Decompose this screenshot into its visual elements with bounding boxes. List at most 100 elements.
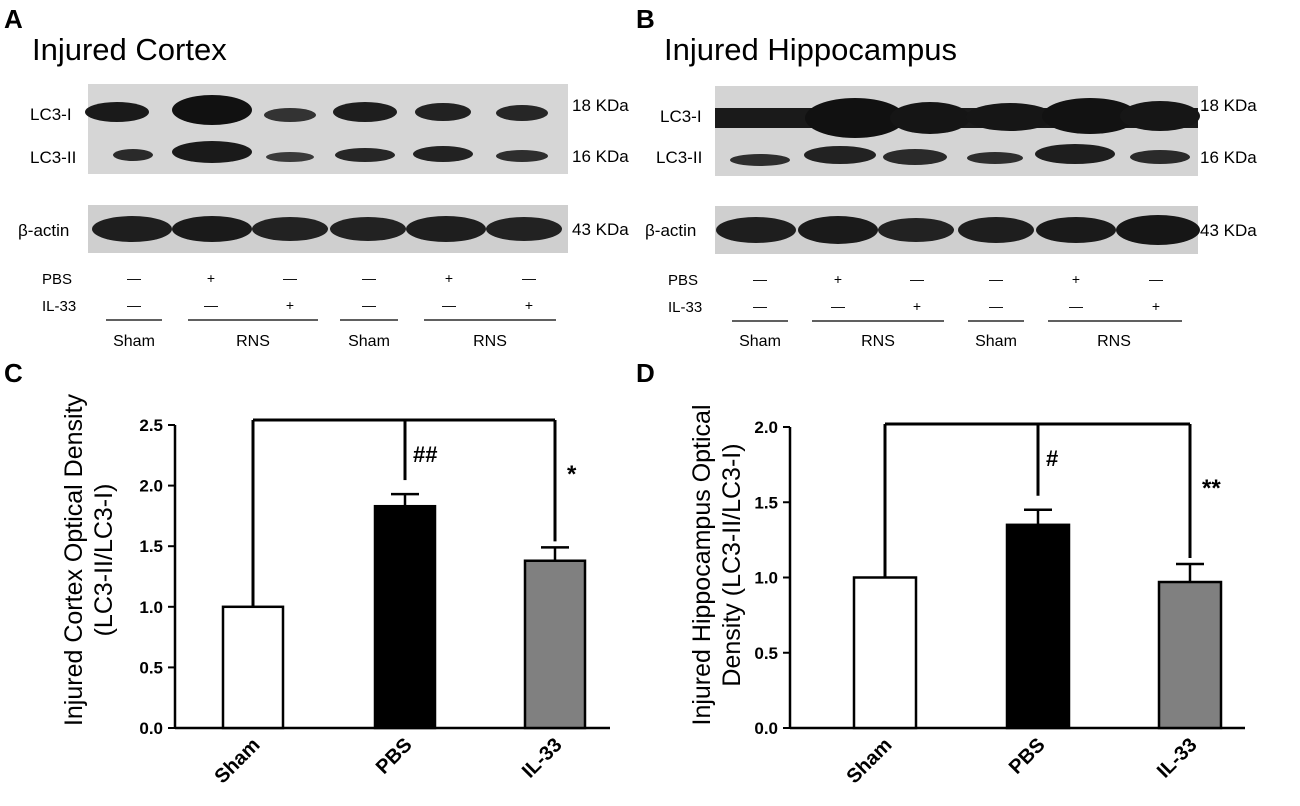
x-tick-label: PBS (372, 734, 417, 779)
size-label-16: 16 KDa (1200, 148, 1257, 167)
blot-b-lc3 (715, 86, 1200, 176)
il33-mark: — (831, 298, 845, 314)
bar-il-33 (1157, 580, 1223, 730)
il33-mark: — (442, 297, 456, 313)
bar-pbs (1005, 523, 1071, 730)
pbs-mark: + (1072, 271, 1080, 287)
row-label-il33: IL-33 (668, 299, 702, 316)
size-label-18: 18 KDa (1200, 96, 1257, 115)
treatment-marks-b: — + — — + — — — + — — + (753, 271, 1163, 314)
il33-mark: — (127, 297, 141, 313)
pbs-mark: + (834, 271, 842, 287)
group-labels-b: Sham RNS Sham RNS (739, 333, 1131, 350)
panel-a-letter: A (4, 4, 23, 34)
y-axis-label-line: Density (LC3-II/LC3-I) (718, 443, 746, 686)
pbs-mark: — (1149, 271, 1163, 287)
band-label-lc3-ii: LC3-II (656, 148, 702, 167)
panel-c-letter: C (4, 358, 23, 388)
band-label-actin: β-actin (645, 221, 696, 240)
group-labels-a: Sham RNS Sham RNS (113, 333, 507, 350)
y-tick-label: 1.0 (139, 598, 163, 617)
significance-label: ** (1202, 475, 1221, 502)
row-label-pbs: PBS (42, 271, 72, 288)
y-tick-label: 1.0 (754, 569, 778, 588)
pbs-mark: — (989, 271, 1003, 287)
size-label-43: 43 KDa (572, 220, 629, 239)
chart-c: 0.0 0.5 1.0 1.5 2.0 2.5 Sham PBS IL-33 ## * Injured… (60, 393, 610, 788)
group-label: RNS (236, 333, 270, 350)
y-tick-label: 1.5 (139, 537, 163, 556)
il33-mark: — (204, 297, 218, 313)
pbs-mark: — (753, 271, 767, 287)
group-label: Sham (348, 333, 390, 350)
row-label-il33: IL-33 (42, 298, 76, 315)
pbs-mark: + (445, 270, 453, 286)
panel-b-letter: B (636, 4, 655, 34)
bar-sham (221, 605, 285, 730)
group-label: Sham (113, 333, 155, 350)
il33-mark: — (753, 298, 767, 314)
y-tick-label: 2.0 (139, 477, 163, 496)
y-axis-label-line: Injured Hippocampus Optical (688, 405, 716, 726)
il33-mark: — (989, 298, 1003, 314)
band-label-lc3-i: LC3-I (660, 107, 702, 126)
pbs-mark: — (283, 270, 297, 286)
panel-b: B Injured Hippocampus LC3-I (636, 4, 1257, 350)
y-tick-label: 0.0 (139, 719, 163, 738)
group-label: Sham (975, 333, 1017, 350)
y-tick-label: 0.5 (139, 658, 163, 677)
blot-a-lc3 (85, 84, 568, 174)
chart-d: 0.0 0.5 1.0 1.5 2.0 Sham PBS IL-33 # ** Injured Hi… (688, 405, 1245, 788)
size-label-43: 43 KDa (1200, 221, 1257, 240)
x-tick-label: IL-33 (518, 734, 567, 783)
il33-mark: + (913, 298, 921, 314)
blot-a-actin (88, 205, 568, 253)
band-label-actin: β-actin (18, 221, 69, 240)
x-tick-label: Sham (842, 734, 896, 788)
il33-mark: + (286, 297, 294, 313)
panel-d-letter: D (636, 358, 655, 388)
y-tick-label: 0.5 (754, 644, 778, 663)
il33-mark: — (1069, 298, 1083, 314)
y-tick-label: 1.5 (754, 493, 778, 512)
group-label: Sham (739, 333, 781, 350)
pbs-mark: — (127, 270, 141, 286)
panel-a-title: Injured Cortex (32, 32, 227, 67)
blot-b-actin (715, 206, 1200, 254)
y-axis-label: Injured Hippocampus OpticalDensity (LC3-… (688, 405, 746, 726)
x-tick-label: PBS (1005, 734, 1050, 779)
pbs-mark: — (522, 270, 536, 286)
il33-mark: + (1152, 298, 1160, 314)
group-label: RNS (473, 333, 507, 350)
bar-il-33 (523, 559, 587, 730)
x-tick-label: Sham (210, 734, 264, 788)
significance-label: ## (413, 442, 437, 467)
panel-a: A Injured Cortex LC3-I LC3 (4, 4, 629, 350)
y-axis-label-line: Injured Cortex Optical Density (60, 393, 88, 726)
significance-label: * (567, 461, 577, 488)
y-axis-label-line: (LC3-II/LC3-I) (90, 484, 118, 637)
treatment-marks-a: — + — — + — — — + — — + (127, 270, 536, 313)
size-label-18: 18 KDa (572, 96, 629, 115)
group-label: RNS (861, 333, 895, 350)
x-tick-label: IL-33 (1153, 734, 1202, 783)
il33-mark: — (362, 297, 376, 313)
size-label-16: 16 KDa (572, 147, 629, 166)
group-label: RNS (1097, 333, 1131, 350)
pbs-mark: — (362, 270, 376, 286)
panel-b-title: Injured Hippocampus (664, 32, 957, 67)
y-tick-label: 2.0 (754, 418, 778, 437)
y-axis-label: Injured Cortex Optical Density(LC3-II/LC… (60, 393, 118, 726)
band-label-lc3-i: LC3-I (30, 105, 72, 124)
y-tick-label: 0.0 (754, 719, 778, 738)
significance-label: # (1046, 446, 1058, 471)
y-tick-label: 2.5 (139, 416, 163, 435)
bar-sham (852, 576, 918, 730)
pbs-mark: + (207, 270, 215, 286)
band-label-lc3-ii: LC3-II (30, 148, 76, 167)
row-label-pbs: PBS (668, 272, 698, 289)
il33-mark: + (525, 297, 533, 313)
bar-pbs (373, 504, 437, 730)
pbs-mark: — (910, 271, 924, 287)
